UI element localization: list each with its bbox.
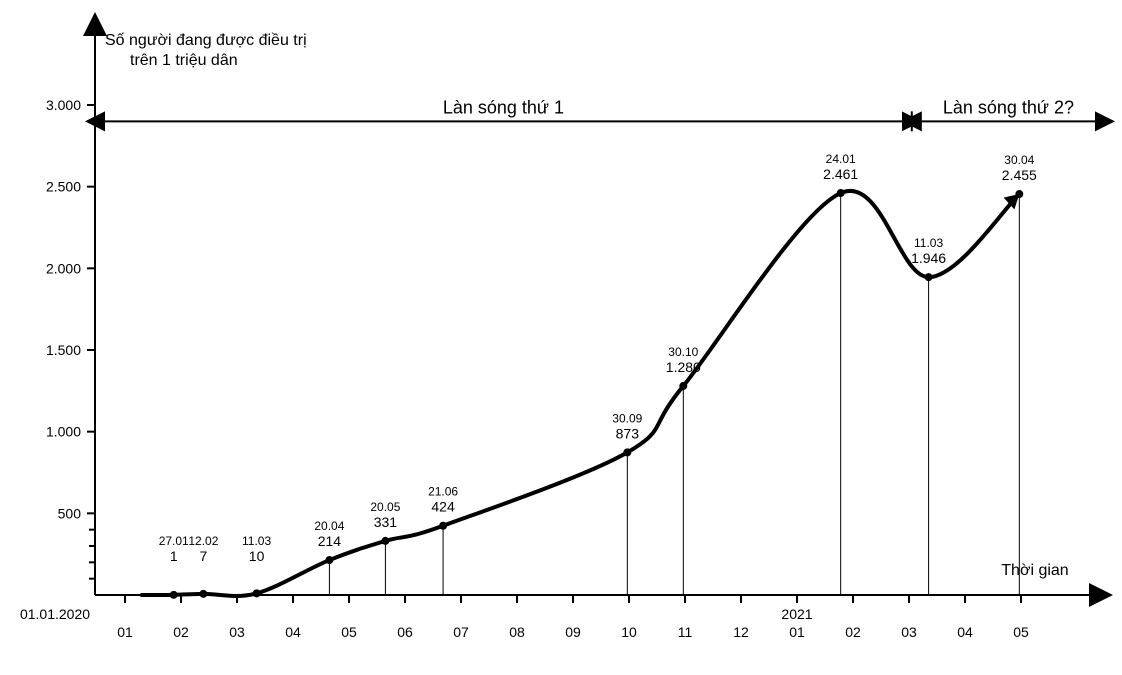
data-point	[837, 189, 845, 197]
y-tick-label: 2.500	[46, 179, 81, 195]
point-date-label: 20.05	[370, 500, 400, 514]
point-date-label: 12.02	[188, 534, 218, 548]
point-value-label: 214	[318, 533, 342, 549]
point-value-label: 424	[431, 499, 455, 515]
data-point	[623, 448, 631, 456]
x-tick-label: 05	[1013, 624, 1029, 640]
y-tick-label: 3.000	[46, 97, 81, 113]
x-tick-label: 05	[341, 624, 357, 640]
y-tick-label: 1.500	[46, 342, 81, 358]
x-tick-label: 07	[453, 624, 469, 640]
y-tick-label: 2.000	[46, 260, 81, 276]
point-value-label: 1.946	[911, 250, 946, 266]
point-date-label: 24.01	[826, 152, 856, 166]
x-tick-label: 11	[678, 624, 693, 640]
x-tick-label: 08	[509, 624, 525, 640]
x-tick-label: 04	[957, 624, 973, 640]
point-date-label: 30.09	[612, 411, 642, 425]
x-tick-label: 02	[845, 624, 861, 640]
point-value-label: 1.280	[666, 359, 701, 375]
point-value-label: 7	[200, 548, 208, 564]
y-axis-title-line1: Số người đang được điều trị	[105, 32, 307, 49]
data-point	[679, 382, 687, 390]
x-tick-label: 03	[901, 624, 917, 640]
point-date-label: 30.04	[1004, 153, 1034, 167]
x-tick-label: 02	[173, 624, 189, 640]
x-origin-label: 01.01.2020	[20, 606, 90, 622]
point-date-label: 20.04	[314, 519, 344, 533]
data-line	[142, 191, 1020, 596]
point-date-label: 27.01	[159, 534, 189, 548]
data-point	[381, 537, 389, 545]
point-value-label: 2.455	[1002, 167, 1037, 183]
x-tick-label: 01	[117, 624, 133, 640]
data-point	[325, 556, 333, 564]
x-tick-label: 06	[397, 624, 413, 640]
x-tick-label: 12	[733, 624, 749, 640]
x-tick-label: 04	[285, 624, 301, 640]
point-value-label: 2.461	[823, 166, 858, 182]
line-chart: 500 1.000 1.500 2.000 2.500 3.000 Số người đan…	[0, 0, 1122, 675]
data-point	[439, 522, 447, 530]
wave1-label: Làn sóng thứ 1	[443, 97, 564, 117]
wave2-label: Làn sóng thứ 2?	[943, 97, 1074, 117]
data-point	[1015, 190, 1023, 198]
point-date-label: 21.06	[428, 485, 458, 499]
chart-container: 500 1.000 1.500 2.000 2.500 3.000 Số người đan…	[0, 0, 1122, 675]
x-tick-label: 10	[621, 624, 637, 640]
x-tick-label: 01	[789, 624, 805, 640]
point-date-label: 11.03	[914, 236, 943, 250]
data-point	[253, 589, 261, 597]
y-tick-label: 500	[58, 505, 82, 521]
y-axis-title-line2: trên 1 triệu dân	[130, 52, 238, 69]
point-date-label: 30.10	[668, 345, 698, 359]
point-value-label: 873	[616, 425, 640, 441]
point-value-label: 1	[170, 548, 178, 564]
x-year-label: 2021	[781, 606, 812, 622]
point-value-label: 331	[374, 514, 398, 530]
point-date-label: 11.03	[242, 534, 271, 548]
x-tick-label: 03	[229, 624, 245, 640]
data-point	[199, 590, 207, 598]
x-axis-title: Thời gian	[1001, 562, 1068, 579]
point-value-label: 10	[249, 548, 265, 564]
data-point	[170, 591, 178, 599]
data-point	[925, 273, 933, 281]
x-tick-label: 09	[565, 624, 581, 640]
y-tick-label: 1.000	[46, 424, 81, 440]
